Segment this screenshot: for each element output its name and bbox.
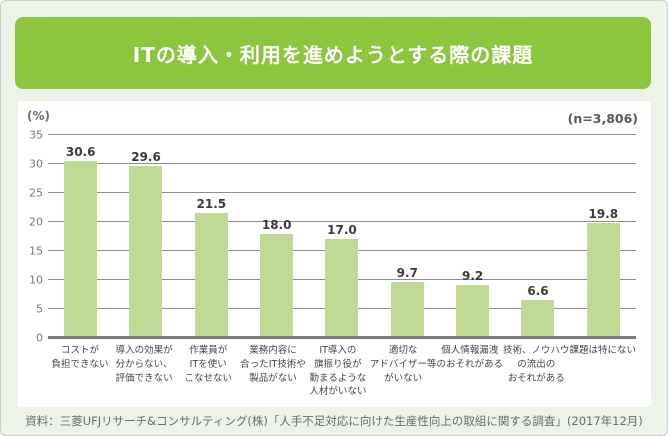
y-tick-label: 20 [29,215,43,229]
y-tick-label: 25 [29,186,43,200]
source-note: 資料：三菱UFJリサーチ&コンサルティング(株)「人手不足対応に向けた生産性向上… [25,414,643,428]
y-axis-unit-label: (%) [27,109,50,123]
x-category-label-line: 製品がない [249,372,297,384]
y-tick-label: 35 [29,128,43,142]
bar-value-label: 9.7 [396,265,418,280]
x-category-label-line: 勤まるような [309,372,367,384]
bar-column: 9.7 [375,135,440,338]
x-category-label-line: 合ったIT技術や [240,358,306,370]
chart-panel: (%) (n=3,806) 0 5 10 15 20 25 30 35 30.6 29.6 21.… [18,101,651,407]
x-category-label: コストが負担できない [48,344,112,372]
plot-area: 30.6 29.6 21.5 18.0 17.0 9.7 9.2 6.6 19.8 [48,134,636,339]
x-category-label-line: 個人情報漏洩 [441,345,499,356]
y-axis: 0 5 10 15 20 25 30 35 [18,130,46,344]
x-category-label-line: 課題は特にない [569,345,636,356]
bar-column: 19.8 [571,135,636,338]
x-category-label-line: IT導入の [319,345,357,356]
y-tick-label: 30 [29,157,43,171]
bar-column: 21.5 [179,135,244,338]
bar-column: 17.0 [309,135,374,338]
x-category-label: 業務内容に合ったIT技術や 製品がない [240,344,306,385]
bar-value-label: 17.0 [327,223,357,238]
x-category-label-line: 技術、ノウハウ [502,345,570,356]
x-category-label-line: の流出の [517,358,556,370]
plot-wrap: 0 5 10 15 20 25 30 35 30.6 29.6 21.5 18.0 17.0 9.7 9.… [18,130,651,344]
bar [194,213,228,338]
bar [325,239,359,338]
y-tick-label: 5 [36,302,43,316]
x-category-label-line: 導入の効果が [115,345,173,356]
x-category-label: 課題は特にない [569,344,636,358]
x-category-label-line: アドバイザー等 [369,358,437,370]
x-category-label-line: 適切な [388,345,418,356]
x-category-label-line: 作業員が [189,345,228,356]
x-category-label-line: コストが [61,345,100,356]
bar [129,166,163,338]
bar-value-label: 9.2 [462,268,484,283]
x-axis-labels: コストが負担できない 導入の効果が 分からない、 評価できない 作業員が ITを使いこなせ… [48,344,636,399]
x-category-label-line: 人材がいない [309,386,367,398]
bar-value-label: 19.8 [588,207,619,222]
x-category-label: 個人情報漏洩 のおそれがある [436,344,503,372]
bar-column: 9.2 [440,135,505,338]
title-banner: ITの導入・利用を進めようとする際の課題 [15,17,651,89]
bar [260,233,294,338]
x-category-label: 作業員が ITを使いこなせない [176,344,240,385]
bar [390,281,424,338]
gridline [48,163,636,164]
bar-column: 18.0 [244,135,309,338]
x-category-label-line: 負担できない [51,358,109,370]
x-category-label-line: こなせない [184,372,232,384]
bar-value-label: 29.6 [131,150,161,165]
y-tick-label: 10 [29,273,43,287]
gridline [48,134,636,135]
sample-size-label: (n=3,806) [567,111,638,126]
x-category-label-line: 分からない、 [115,358,173,370]
x-category-label: 適切なアドバイザー等 がいない [370,344,437,385]
bar [64,160,98,338]
x-category-label-line: がいない [384,372,423,384]
x-category-label: 導入の効果が 分からない、 評価できない [112,344,176,385]
x-category-label-line: おそれがある [507,372,565,384]
bar-value-label: 6.6 [527,283,549,298]
bar-value-label: 21.5 [196,197,227,212]
bar [521,299,555,338]
bar-column: 6.6 [505,135,570,338]
bar-value-label: 18.0 [261,217,292,232]
bar-value-label: 30.6 [65,144,96,159]
bar [456,284,490,338]
y-tick-label: 15 [29,244,43,258]
gridline [48,192,636,193]
x-category-label-line: ITを使い [189,358,227,370]
x-axis-line [48,336,636,339]
gridline [48,221,636,222]
bar-column: 29.6 [113,135,178,338]
bar-column: 30.6 [48,135,113,338]
y-tick-label: 0 [36,331,43,345]
x-category-label: 技術、ノウハウ の流出のおそれがある [503,344,570,385]
x-category-label-line: 旗振り役が [314,358,362,370]
x-category-label-line: のおそれがある [436,358,503,370]
x-category-label-line: 評価できない [115,372,173,384]
x-category-label: IT導入の旗振り役が勤まるような 人材がいない [306,344,370,399]
bar [586,223,620,338]
x-category-label-line: 業務内容に [249,345,297,356]
chart-title: ITの導入・利用を進めようとする際の課題 [132,42,534,67]
bars-row: 30.6 29.6 21.5 18.0 17.0 9.7 9.2 6.6 19.8 [48,135,636,338]
